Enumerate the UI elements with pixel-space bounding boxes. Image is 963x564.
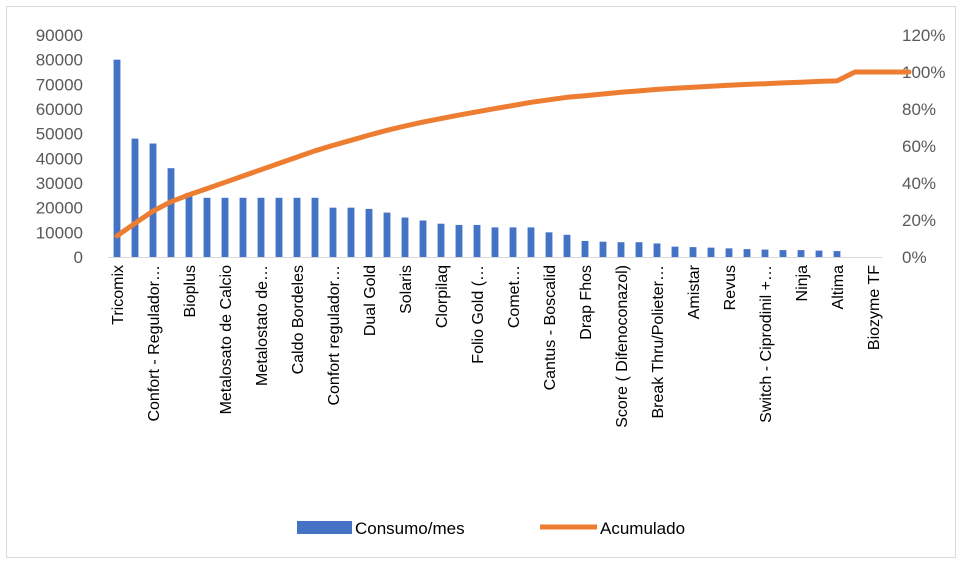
bar [581, 240, 589, 257]
axes-group: 0 10000 20000 30000 40000 50000 60000 70000 8000… [36, 26, 946, 267]
category-label: Confort - Regulador… [146, 265, 163, 422]
y-left-tick-label: 20000 [36, 199, 83, 218]
bar [311, 197, 319, 257]
bar [635, 242, 643, 257]
category-label: Dual Gold [362, 265, 379, 336]
y-right-tick-label: 60% [902, 137, 936, 156]
category-label: Altima [830, 265, 847, 310]
bar [833, 251, 841, 257]
y-left-tick-label: 90000 [36, 26, 83, 45]
bar [419, 220, 427, 257]
bar [329, 207, 337, 257]
bar [779, 250, 787, 257]
category-label: Biozyme TF [866, 265, 883, 350]
category-label: Metalostato de… [254, 265, 271, 386]
legend-label-consumo: Consumo/mes [355, 519, 465, 538]
bar [455, 224, 463, 257]
category-label: Drap Fhos [578, 265, 595, 340]
bar [365, 208, 373, 257]
bar [653, 243, 661, 257]
category-label: Cantus - Boscalid [542, 265, 559, 390]
bars-group [113, 59, 841, 257]
category-label: Comet… [506, 265, 523, 328]
bar [725, 248, 733, 257]
legend: Consumo/mes Acumulado [297, 519, 685, 538]
y-left-tick-label: 0 [74, 248, 83, 267]
category-label: Metalosato de Calcio [218, 265, 235, 415]
legend-label-acumulado: Acumulado [600, 519, 685, 538]
bar [509, 227, 517, 257]
y-right-tick-label: 80% [902, 100, 936, 119]
bar [437, 223, 445, 257]
bar [599, 241, 607, 257]
cumulative-line [114, 69, 912, 239]
category-label: Switch - Ciprodinil +… [758, 265, 775, 423]
bar [761, 249, 769, 257]
category-label: Confort regulador… [326, 265, 343, 406]
category-label: Caldo Bordeles [290, 265, 307, 374]
bar [815, 250, 823, 257]
bar [527, 227, 535, 257]
bar [743, 249, 751, 257]
bar [563, 234, 571, 257]
bar [383, 212, 391, 257]
category-label: Tricomix [110, 265, 127, 325]
category-labels: Tricomix Confort - Regulador… Bioplus Metal… [110, 264, 883, 427]
category-label: Clorpilaq [434, 265, 451, 328]
y-left-tick-label: 70000 [36, 75, 83, 94]
bar [113, 59, 121, 257]
y-left-tick-label: 60000 [36, 100, 83, 119]
bar [239, 197, 247, 257]
y-left-tick-label: 10000 [36, 223, 83, 242]
bar [545, 232, 553, 257]
bar [347, 207, 355, 257]
bar [203, 197, 211, 257]
y-left-tick-label: 80000 [36, 51, 83, 70]
legend-swatch-consumo [297, 521, 352, 534]
category-label: Solaris [398, 265, 415, 314]
y-right-tick-label: 100% [902, 63, 945, 82]
y-right-tick-label: 0% [902, 248, 927, 267]
bar [617, 242, 625, 257]
category-label: Bioplus [182, 265, 199, 317]
category-label: Break Thru/Polieter… [650, 265, 667, 419]
bar [797, 250, 805, 257]
category-label: Score ( Difenoconazol) [614, 265, 631, 428]
line-group [114, 69, 912, 239]
category-label: Amistar [686, 264, 703, 319]
y-right-tick-label: 120% [902, 26, 945, 45]
y-left-tick-label: 30000 [36, 174, 83, 193]
bar [671, 246, 679, 257]
bar [491, 227, 499, 257]
bar [185, 192, 193, 257]
bar [689, 247, 697, 257]
bar [257, 197, 265, 257]
bar [707, 247, 715, 257]
bar [473, 224, 481, 257]
y-right-tick-label: 20% [902, 211, 936, 230]
category-label: Ninja [794, 265, 811, 302]
bar [167, 168, 175, 257]
bar [131, 138, 139, 257]
category-label: Revus [722, 265, 739, 310]
bar [221, 197, 229, 257]
category-label: Folio Gold (… [470, 265, 487, 364]
chart-frame [6, 6, 956, 558]
bar [293, 197, 301, 257]
y-right-tick-label: 40% [902, 174, 936, 193]
y-left-tick-label: 50000 [36, 125, 83, 144]
bar [401, 217, 409, 257]
bar [149, 143, 157, 257]
bar [275, 197, 283, 257]
y-left-tick-label: 40000 [36, 149, 83, 168]
